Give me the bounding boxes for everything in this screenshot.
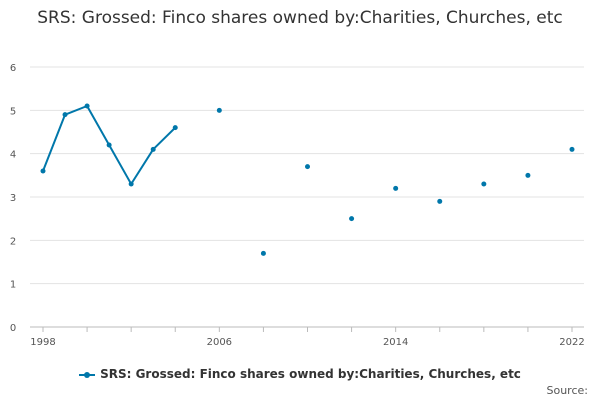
data-point[interactable]	[40, 168, 46, 174]
x-tick-label: 2006	[207, 337, 232, 348]
gridlines	[30, 66, 584, 285]
data-point[interactable]	[128, 181, 134, 187]
data-point[interactable]	[481, 181, 487, 187]
data-point[interactable]	[393, 185, 399, 191]
series-group	[40, 103, 575, 256]
x-tick-label: 2022	[559, 337, 584, 348]
legend-label: SRS: Grossed: Finco shares owned by:Char…	[100, 367, 521, 381]
data-point[interactable]	[150, 146, 156, 152]
y-tick-label: 1	[10, 280, 16, 291]
data-point[interactable]	[84, 103, 90, 109]
x-tick-label: 1998	[30, 337, 55, 348]
axes: 0 1 2 3 4 5 6 1998 2006 2014 2022	[10, 63, 585, 348]
data-point[interactable]	[525, 172, 531, 178]
legend-marker-icon	[79, 371, 96, 378]
data-point[interactable]	[62, 112, 68, 118]
y-tick-label: 4	[10, 150, 16, 161]
x-tick-label: 2014	[383, 337, 408, 348]
y-tick-label: 0	[10, 323, 16, 334]
y-tick-label: 2	[10, 236, 16, 247]
source-label: Source:	[546, 384, 589, 397]
data-point[interactable]	[106, 142, 112, 148]
legend[interactable]: SRS: Grossed: Finco shares owned by:Char…	[0, 366, 600, 382]
y-tick-label: 3	[10, 193, 16, 204]
data-point[interactable]	[569, 146, 575, 152]
data-point[interactable]	[216, 107, 222, 113]
data-point[interactable]	[260, 250, 266, 256]
data-point[interactable]	[437, 198, 443, 204]
y-tick-label: 6	[10, 63, 16, 74]
chart-title: SRS: Grossed: Finco shares owned by:Char…	[37, 8, 563, 28]
data-point[interactable]	[349, 216, 355, 222]
data-point[interactable]	[305, 164, 310, 170]
y-tick-label: 5	[10, 106, 16, 117]
data-point[interactable]	[172, 125, 178, 131]
